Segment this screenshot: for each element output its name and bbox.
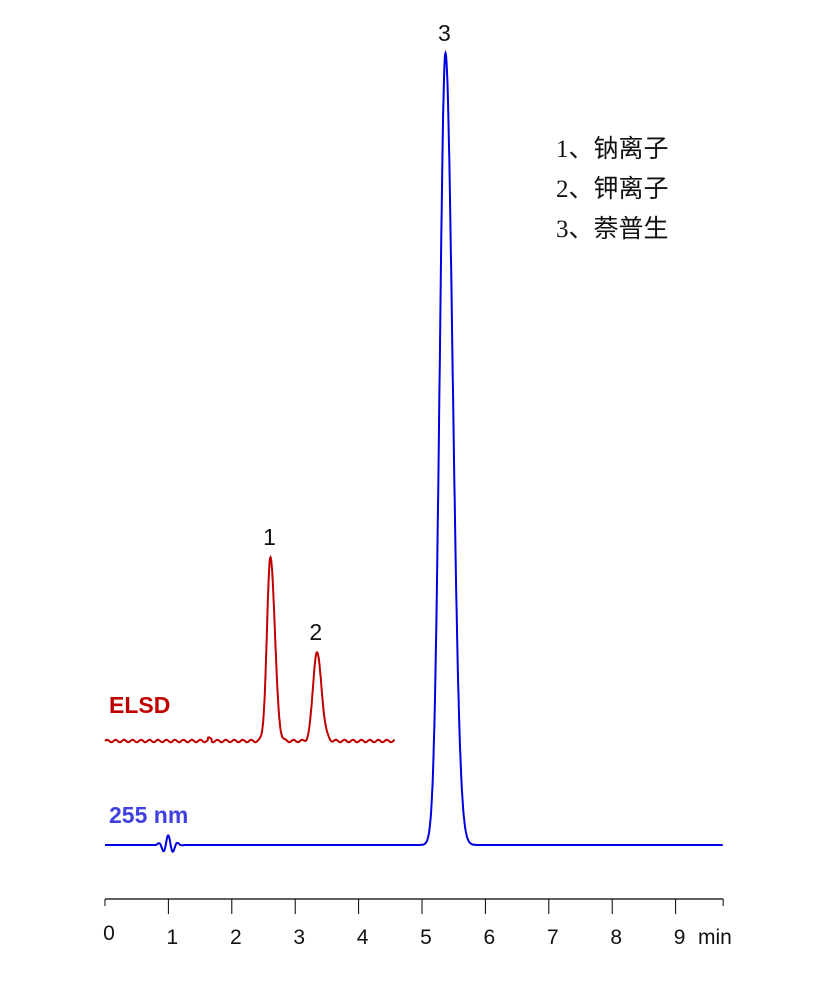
legend-item-1: 1、钠离子 [556, 136, 669, 163]
peak-label-2: 2 [309, 619, 322, 645]
legend-item-3-text: 3、萘普生 [556, 216, 669, 243]
x-tick-label: 0 [103, 922, 115, 945]
x-tick-label: 7 [547, 926, 559, 949]
x-tick-label: 1 [167, 926, 179, 949]
legend-item-2: 2、钾离子 [556, 176, 669, 203]
x-tick-label: 3 [293, 926, 305, 949]
x-tick-label: 2 [230, 926, 242, 949]
trace-elsd [104, 555, 396, 744]
x-axis-label: min [698, 926, 732, 949]
trace-label-255-nm: 255 nm [109, 802, 188, 828]
x-tick-label: 5 [420, 926, 432, 949]
legend-item-3: 3、萘普生 [556, 210, 669, 250]
trace-255-nm [105, 50, 723, 853]
trace-label-elsd: ELSD [109, 692, 170, 718]
x-tick-label: 9 [674, 926, 686, 949]
peak-legend: 1、钠离子 2、钾离子 3、萘普生 [556, 130, 669, 250]
x-tick-label: 8 [610, 926, 622, 949]
x-tick-label: 6 [484, 926, 496, 949]
x-tick-label: 4 [357, 926, 369, 949]
peak-label-1: 1 [263, 524, 276, 550]
peak-label-3: 3 [438, 20, 451, 46]
